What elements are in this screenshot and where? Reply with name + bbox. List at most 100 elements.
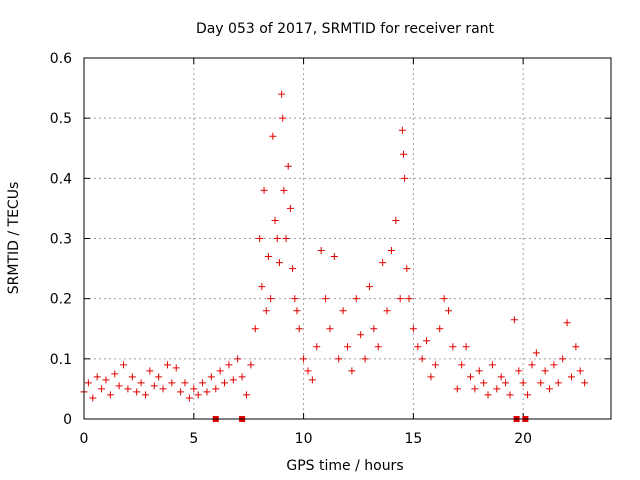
data-point — [440, 295, 448, 303]
data-point — [300, 355, 308, 363]
x-tick-label: 5 — [189, 431, 198, 447]
data-point — [168, 379, 176, 387]
data-point — [528, 361, 536, 369]
data-point — [554, 379, 562, 387]
x-tick-label: 15 — [404, 431, 422, 447]
data-point — [409, 325, 417, 333]
data-point — [401, 174, 409, 182]
data-point — [326, 325, 334, 333]
data-point — [273, 235, 281, 242]
data-point — [532, 349, 540, 357]
data-point — [84, 379, 92, 387]
data-point — [365, 283, 373, 291]
axis-ticks: 0 0.1 0.2 0.3 0.4 0.5 0.6 0 5 10 15 20 — [50, 51, 611, 447]
data-point — [128, 373, 136, 381]
data-point — [379, 259, 387, 267]
data-point — [102, 376, 110, 384]
data-point — [93, 373, 101, 381]
y-tick-label: 0.5 — [50, 111, 72, 127]
data-point — [115, 382, 123, 390]
data-point — [146, 367, 154, 375]
data-point — [339, 307, 347, 315]
data-point — [242, 391, 250, 399]
data-point — [563, 319, 571, 327]
data-point — [247, 361, 255, 369]
data-point — [471, 385, 479, 393]
data-point — [150, 382, 158, 390]
data-point — [221, 379, 229, 387]
data-point — [262, 307, 270, 315]
data-point — [279, 114, 287, 122]
data-point — [163, 361, 171, 369]
data-point — [264, 253, 272, 261]
data-point — [436, 325, 444, 333]
data-point — [234, 355, 242, 363]
data-point — [449, 343, 457, 351]
data-point — [282, 235, 290, 242]
data-point — [423, 337, 431, 345]
data-point — [497, 373, 505, 381]
data-point — [120, 361, 128, 369]
data-point — [387, 247, 395, 255]
data-point — [275, 259, 283, 267]
data-point — [344, 343, 351, 351]
data-point — [515, 367, 523, 375]
data-point — [141, 391, 149, 399]
data-point — [383, 307, 391, 315]
data-point — [405, 295, 413, 303]
data-point — [284, 162, 292, 170]
y-tick-label: 0.1 — [50, 352, 72, 368]
data-point — [475, 367, 483, 375]
data-point — [348, 367, 356, 375]
data-point — [137, 379, 145, 387]
y-axis-label: SRMTID / TECUs — [6, 182, 22, 295]
data-point — [398, 126, 406, 134]
data-point — [212, 385, 220, 393]
x-axis-label: GPS time / hours — [286, 458, 403, 474]
data-point — [258, 283, 266, 291]
data-point — [185, 394, 193, 402]
data-point — [313, 343, 321, 351]
data-point — [155, 373, 163, 381]
data-point — [352, 295, 360, 303]
data-point — [238, 373, 246, 381]
data-point — [124, 385, 132, 393]
data-point — [133, 388, 141, 396]
data-point — [271, 216, 279, 224]
data-point — [418, 355, 426, 363]
data-point — [181, 379, 189, 387]
data-point — [177, 388, 185, 396]
data-point — [370, 325, 378, 333]
data-point — [256, 235, 264, 242]
data-point — [111, 370, 119, 378]
data-point — [317, 247, 325, 255]
data-point — [374, 343, 382, 351]
data-point — [510, 316, 518, 324]
y-tick-label: 0.2 — [50, 292, 72, 308]
y-tick-label: 0 — [63, 412, 72, 428]
data-point — [541, 367, 549, 375]
data-point — [293, 307, 301, 315]
data-point — [524, 391, 532, 399]
data-point — [506, 391, 514, 399]
data-point — [559, 355, 567, 363]
data-point — [98, 385, 106, 393]
x-tick-label: 0 — [80, 431, 89, 447]
data-point — [291, 295, 299, 303]
data-point — [207, 373, 215, 381]
data-point — [537, 379, 545, 387]
chart-title: Day 053 of 2017, SRMTID for receiver ran… — [196, 21, 495, 37]
data-point — [581, 379, 589, 387]
data-point — [289, 265, 297, 273]
data-point — [453, 385, 461, 393]
data-point — [172, 364, 180, 372]
data-point — [251, 325, 259, 333]
y-tick-label: 0.3 — [50, 232, 72, 248]
data-point — [399, 150, 407, 158]
y-tick-label: 0.4 — [50, 171, 72, 187]
data-point — [225, 361, 233, 369]
data-point — [295, 325, 303, 333]
data-point — [286, 204, 294, 212]
data-point — [194, 391, 202, 399]
data-point — [572, 343, 580, 351]
